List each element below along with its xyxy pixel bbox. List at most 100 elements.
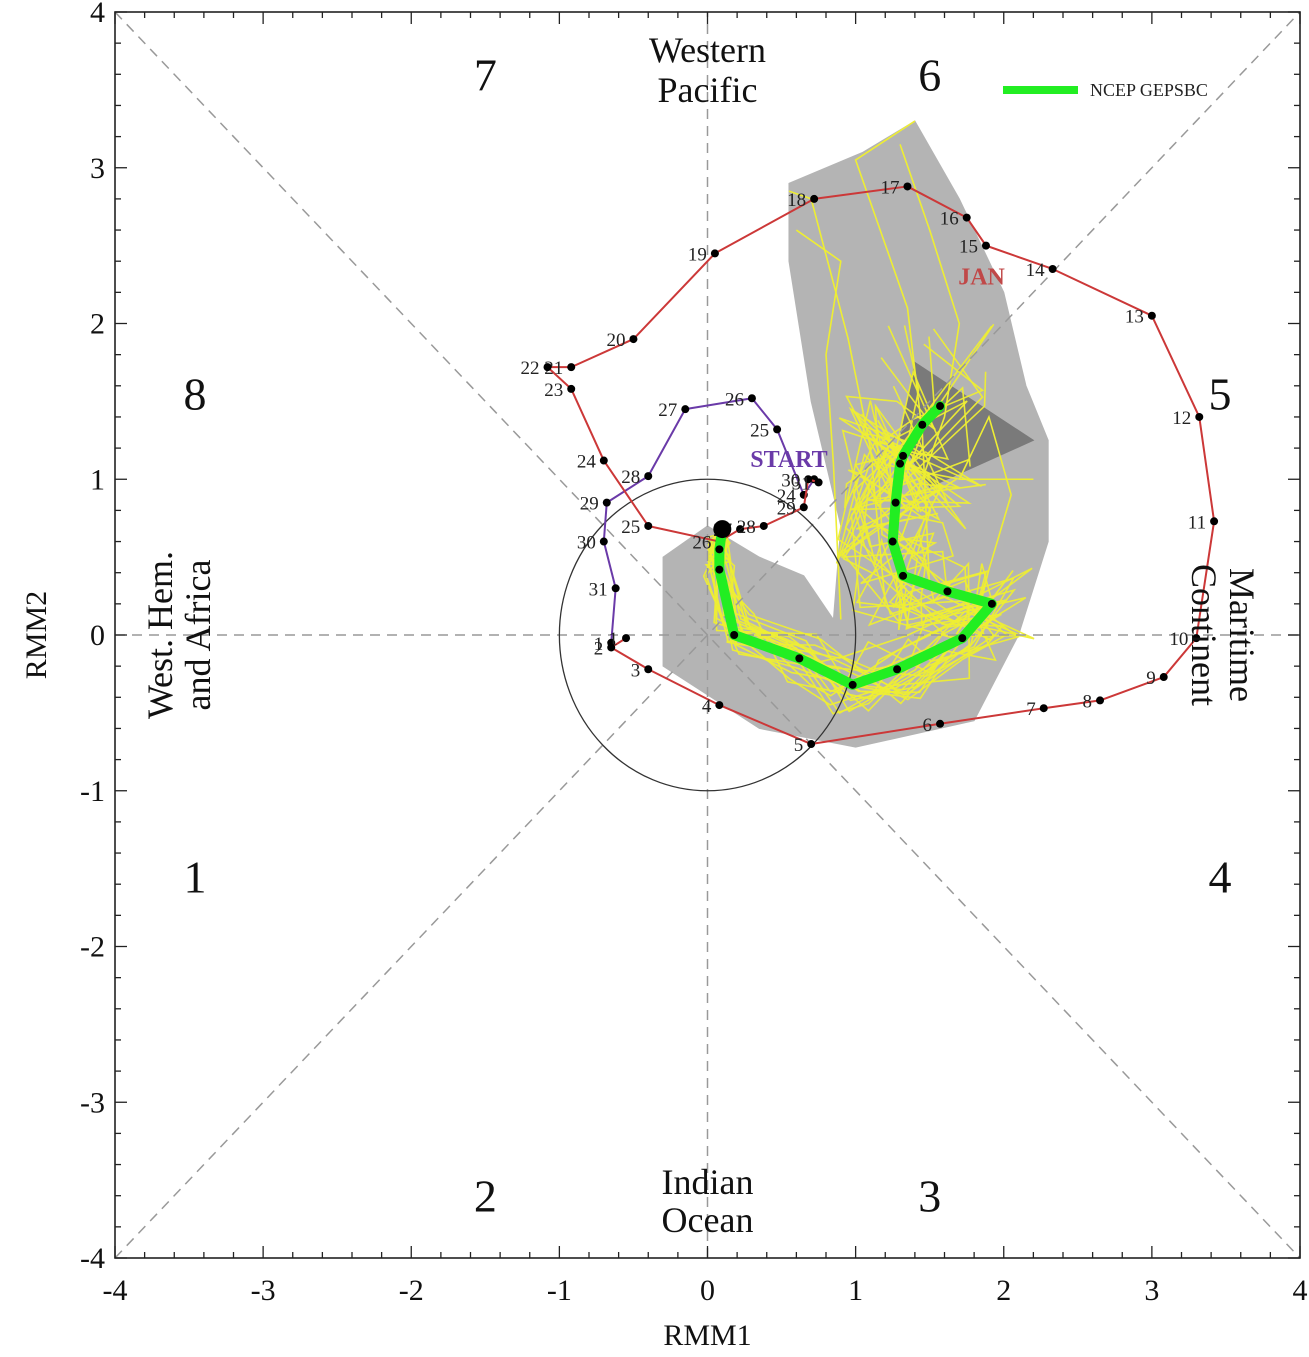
y-tick-label-1: 1 <box>90 463 105 496</box>
ensemble-member-track-11 <box>702 434 979 696</box>
series-1-point-6 <box>644 472 653 481</box>
series-2-day-label-13: 13 <box>1125 307 1144 328</box>
series-2-day-label-17: 17 <box>880 177 899 198</box>
series-2-point-1 <box>622 634 631 643</box>
series-3-point-4 <box>730 631 739 639</box>
diagonal-guide-2 <box>114 11 1301 1259</box>
series-1-day-label-1: 1 <box>594 634 604 655</box>
y-tick-label--1: -1 <box>80 775 105 808</box>
series-1-point-4 <box>747 394 756 403</box>
legend-label-1: NCEP GEPSBC <box>1090 80 1208 100</box>
series-3-point-7 <box>893 665 902 674</box>
series-2-point-28 <box>759 521 768 530</box>
series-1-day-label-27: 27 <box>658 400 677 421</box>
x-tick-label--1: -1 <box>547 1274 572 1307</box>
region-label-left-line1: West. Hem. <box>140 551 180 719</box>
region-label-top-line2: Pacific <box>658 70 758 110</box>
region-label-top-line1: Western <box>649 30 766 70</box>
series-1-point-8 <box>599 537 608 546</box>
annotation-jan: JAN <box>958 265 1005 291</box>
ensemble-plume-track-4 <box>795 229 842 620</box>
legend: NCEP GEPSBC <box>1003 80 1208 100</box>
series-2-point-3 <box>644 665 653 674</box>
phase-number-4: 4 <box>1209 851 1232 902</box>
series-2-point-22 <box>543 363 552 372</box>
series-1-day-label-31: 31 <box>589 579 608 600</box>
series-2-day-label-31: 31 <box>792 473 811 494</box>
series-3-point-6 <box>848 680 857 689</box>
series-line-1 <box>602 397 816 644</box>
series-3-point-14 <box>896 459 905 468</box>
series-3-point-15 <box>899 451 908 460</box>
series-2-day-label-11: 11 <box>1188 512 1206 533</box>
series-2-day-label-24: 24 <box>577 452 597 473</box>
series-2-day-label-18: 18 <box>787 190 806 211</box>
y-tick-label-4: 4 <box>90 0 105 29</box>
ensemble-member-track-22 <box>705 325 1008 715</box>
ensemble-member-track-7 <box>707 429 1027 694</box>
series-2-point-17 <box>903 182 912 191</box>
phase-number-6: 6 <box>918 49 941 100</box>
series-2-point-14 <box>1048 264 1057 273</box>
series-2-day-label-8: 8 <box>1083 691 1093 712</box>
series-2-point-21 <box>567 363 576 372</box>
ensemble-plume-track-2 <box>854 120 931 589</box>
series-2-point-9 <box>1159 673 1168 682</box>
phase-number-2: 2 <box>474 1171 497 1222</box>
series-2-day-label-5: 5 <box>794 735 804 756</box>
series-2-day-label-19: 19 <box>688 244 707 265</box>
ensemble-member-track-20 <box>716 386 977 659</box>
ensemble-member-track-21 <box>720 417 1005 677</box>
phase-number-3: 3 <box>918 1171 941 1222</box>
series-1-point-3 <box>773 425 782 434</box>
series-2-point-7 <box>1039 704 1048 713</box>
series-2-day-label-7: 7 <box>1026 699 1036 720</box>
series-2-point-25 <box>644 521 653 530</box>
x-axis-label: RMM1 <box>663 1319 751 1352</box>
series-3-point-8 <box>958 634 967 643</box>
series-2-point-6 <box>936 719 945 728</box>
series-2-day-label-9: 9 <box>1146 668 1156 689</box>
series-2-point-5 <box>807 740 816 749</box>
series-1-point-5 <box>681 405 690 414</box>
series-2-point-24 <box>599 456 608 465</box>
series-2-point-23 <box>567 384 576 393</box>
series-2-day-label-10: 10 <box>1169 629 1188 650</box>
series-2-point-18 <box>810 194 819 203</box>
ensemble-member-tracks <box>702 120 1035 715</box>
region-label-bottom-line2: Ocean <box>662 1200 754 1240</box>
series-2-point-27 <box>736 525 745 534</box>
ensemble-plume-track-5 <box>958 414 1034 620</box>
phase-number-5: 5 <box>1209 369 1232 420</box>
series-2-point-8 <box>1096 696 1105 705</box>
series-2-day-label-1: 1 <box>609 629 619 650</box>
y-tick-label-2: 2 <box>90 308 105 341</box>
annotation-start: START <box>750 447 827 473</box>
series-2-day-label-28: 28 <box>737 517 756 538</box>
series-3-point-10 <box>943 587 952 596</box>
series-2-day-label-26: 26 <box>692 533 711 554</box>
series-3-point-11 <box>899 571 908 580</box>
series-3-point-3 <box>715 565 724 574</box>
y-axis-label: RMM2 <box>20 591 53 679</box>
series-2-point-4 <box>715 701 724 710</box>
series-1-day-label-30: 30 <box>577 533 596 554</box>
region-label-right-line2: Continent <box>1184 564 1224 706</box>
series-1-day-label-25: 25 <box>750 420 769 441</box>
series-2-day-label-25: 25 <box>621 517 640 538</box>
x-tick-label--4: -4 <box>103 1274 128 1307</box>
series-2-day-label-14: 14 <box>1026 260 1046 281</box>
series-2-point-12 <box>1195 412 1204 421</box>
series-2-day-label-16: 16 <box>940 209 959 230</box>
series-3-point-13 <box>891 498 900 507</box>
series-2-point-13 <box>1147 311 1156 320</box>
series-3-point-16 <box>918 420 927 429</box>
series-2-day-label-4: 4 <box>702 696 712 717</box>
series-2-point-10 <box>1192 634 1201 643</box>
forecast-start-marker <box>713 520 732 539</box>
series-3-point-9 <box>987 599 996 608</box>
